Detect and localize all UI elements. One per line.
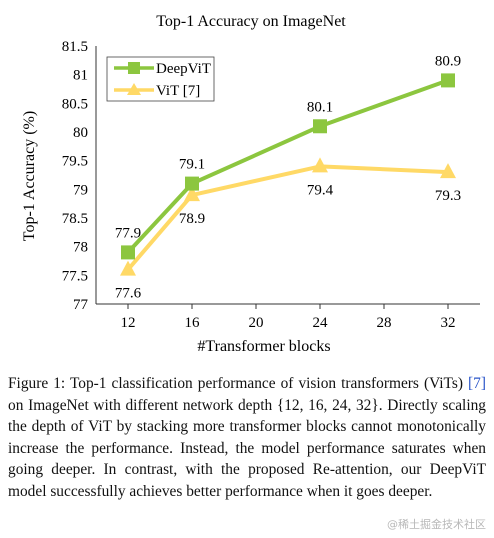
vit-7-point <box>312 157 328 173</box>
y-tick-label: 78 <box>73 240 88 256</box>
y-tick-label: 80.5 <box>62 96 88 112</box>
caption-text-end: on ImageNet with different network depth… <box>8 396 486 500</box>
vit-7-point <box>120 260 136 276</box>
deepvit-point <box>313 119 327 134</box>
y-axis-label: Top-1 Accuracy (%) <box>21 111 38 241</box>
vit-7-line <box>126 164 449 271</box>
x-tick-label: 32 <box>441 315 456 331</box>
vit-7-data-label: 79.3 <box>435 188 461 204</box>
legend-box <box>106 56 215 102</box>
caption-text-start: Figure 1: Top-1 classification performan… <box>8 375 469 392</box>
deepvit-point <box>185 176 199 191</box>
deepvit-data-label: 80.1 <box>307 99 333 115</box>
y-tick-label: 77.5 <box>62 268 88 284</box>
vit-7-data-label: 78.9 <box>179 211 205 227</box>
y-tick-label: 81 <box>73 68 88 84</box>
y-tick-label: 78.5 <box>62 211 88 227</box>
y-tick-label: 77 <box>73 297 89 313</box>
vit-7-point <box>440 163 456 179</box>
deepvit-point <box>441 73 455 88</box>
deepvit-line <box>126 78 449 254</box>
series-layer: 77.6 78.9 79.4 79.3 77.9 79.1 80.1 80.9 <box>115 53 461 301</box>
vit-7-data-label: 77.6 <box>115 286 142 302</box>
watermark: @稀土掘金技术社区 <box>387 518 486 531</box>
series-deepvit: 77.9 79.1 80.1 80.9 <box>115 53 461 260</box>
legend-vit-label: ViT [7] <box>156 83 200 99</box>
chart-title: Top-1 Accuracy on ImageNet <box>156 13 346 30</box>
x-tick-label: 24 <box>313 315 329 331</box>
deepvit-data-label: 77.9 <box>115 225 141 241</box>
accuracy-chart: Top-1 Accuracy on ImageNet 7777.57878.57… <box>21 13 480 355</box>
caption-citation-link[interactable]: [7] <box>468 375 486 392</box>
x-tick-label: 12 <box>121 315 136 331</box>
deepvit-point <box>121 245 135 260</box>
x-axis-ticks: 12 16 20 24 28 32 <box>121 304 456 331</box>
y-tick-label: 81.5 <box>62 39 88 55</box>
y-tick-label: 79 <box>73 182 88 198</box>
deepvit-data-label: 79.1 <box>179 157 205 173</box>
axes <box>95 46 480 305</box>
x-tick-label: 20 <box>249 315 264 331</box>
y-tick-label: 80 <box>73 125 88 141</box>
legend-deepvit-marker <box>128 62 140 74</box>
legend-vit-marker <box>127 83 141 95</box>
x-tick-label: 16 <box>185 315 201 331</box>
vit-7-point <box>184 186 200 202</box>
legend-deepvit-label: DeepViT <box>156 61 211 77</box>
vit-7-data-label: 79.4 <box>307 182 334 198</box>
series-vit-7: 77.6 78.9 79.4 79.3 <box>115 157 461 302</box>
deepvit-data-label: 80.9 <box>435 53 461 69</box>
y-axis-ticks: 77 77.5 78 78.5 79 79.5 80 80.5 81 81.5 <box>62 39 89 313</box>
x-tick-label: 28 <box>377 315 392 331</box>
legend: DeepViT ViT [7] <box>106 56 215 102</box>
x-axis-label: #Transformer blocks <box>197 338 330 355</box>
figure-caption: Figure 1: Top-1 classification performan… <box>8 373 486 503</box>
y-tick-label: 79.5 <box>62 154 88 170</box>
